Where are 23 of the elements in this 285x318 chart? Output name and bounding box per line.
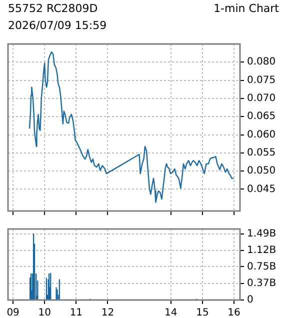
y-tick-label: 0.080 — [247, 56, 276, 68]
y-tick-label: 0.065 — [247, 111, 276, 122]
y-tick-label: 0.055 — [247, 148, 276, 159]
x-tick-label: 14 — [164, 308, 178, 318]
chart-subtitle: 1-min Chart — [214, 2, 279, 17]
y-tick-label: 0.045 — [247, 184, 276, 195]
y-tick-label: 0.75B — [247, 261, 276, 272]
chart-title: 55752 RC2809D — [8, 2, 98, 17]
text: 2026/07/09 15:59 — [8, 19, 107, 34]
y-tick-label: 0.060 — [247, 129, 276, 140]
y-tick-label: 0.050 — [247, 166, 276, 177]
y-tick-label: 0.075 — [247, 74, 276, 86]
x-tick-label: 09 — [6, 308, 20, 318]
y-tick-label: 0 — [247, 294, 254, 306]
x-tick-label: 12 — [101, 308, 114, 318]
y-tick-label: 1.49B — [247, 228, 276, 240]
x-tick-label: 15 — [196, 308, 209, 318]
y-tick-label: 0.070 — [247, 93, 276, 104]
x-tick-label: 11 — [70, 308, 83, 318]
y-tick-label: 0.37B — [247, 278, 276, 290]
x-tick-label: 16 — [228, 308, 240, 318]
y-tick-label: 1.12B — [247, 244, 276, 256]
x-tick-label: 10 — [38, 308, 51, 318]
